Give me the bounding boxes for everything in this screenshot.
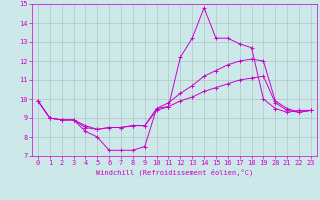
- X-axis label: Windchill (Refroidissement éolien,°C): Windchill (Refroidissement éolien,°C): [96, 169, 253, 176]
